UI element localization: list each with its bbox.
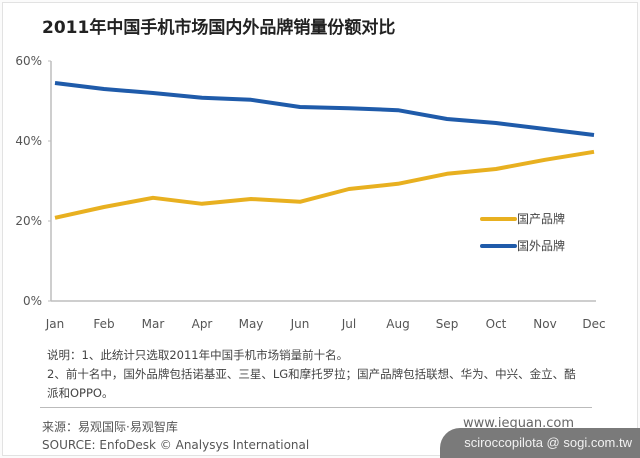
legend-label: 国外品牌 xyxy=(517,239,565,253)
y-tick-label: 20% xyxy=(15,214,42,228)
x-tick-label: Apr xyxy=(192,317,213,331)
divider xyxy=(40,407,592,408)
x-tick-label: Jun xyxy=(290,317,310,331)
source-block: 来源：易观国际·易观智库 SOURCE: EnfoDesk © Analysys… xyxy=(42,418,309,454)
x-tick-label: Feb xyxy=(93,317,114,331)
y-tick-label: 40% xyxy=(15,134,42,148)
x-tick-label: Nov xyxy=(533,317,556,331)
line-chart: 0% 20% 40% 60% Jan Feb Mar Apr May Jun Jul Aug Sep Oc… xyxy=(15,54,605,331)
series-line-domestic xyxy=(54,149,595,220)
x-tick-label: May xyxy=(239,317,264,331)
x-tick-label: Mar xyxy=(142,317,165,331)
x-tick-label: Sep xyxy=(436,317,459,331)
legend-label: 国产品牌 xyxy=(517,212,565,226)
x-tick-label: Jul xyxy=(341,317,356,331)
x-tick-label: Aug xyxy=(386,317,409,331)
series-line-foreign xyxy=(54,81,595,137)
chart-title: 2011年中国手机市场国内外品牌销量份额对比 xyxy=(42,18,396,38)
note-line-2: 2、前十名中，国外品牌包括诺基亚、三星、LG和摩托罗拉；国产品牌包括联想、华为、… xyxy=(47,367,576,400)
x-tick-label: Dec xyxy=(582,317,605,331)
source-cn: 来源：易观国际·易观智库 xyxy=(42,420,178,434)
y-tick-label: 0% xyxy=(23,294,42,308)
y-tick-label: 60% xyxy=(15,54,42,68)
site-url: www.ieguan.com xyxy=(463,416,575,431)
x-tick-label: Jan xyxy=(45,317,65,331)
watermark: sciroccopilota @ sogi.com.tw xyxy=(440,428,640,458)
x-tick-label: Oct xyxy=(486,317,507,331)
note-line-1: 说明：1、此统计只选取2011年中国手机市场销量前十名。 xyxy=(47,348,349,362)
source-en: SOURCE: EnfoDesk © Analysys Internationa… xyxy=(42,438,310,452)
chart-notes: 说明：1、此统计只选取2011年中国手机市场销量前十名。 2、前十名中，国外品牌… xyxy=(47,346,587,403)
